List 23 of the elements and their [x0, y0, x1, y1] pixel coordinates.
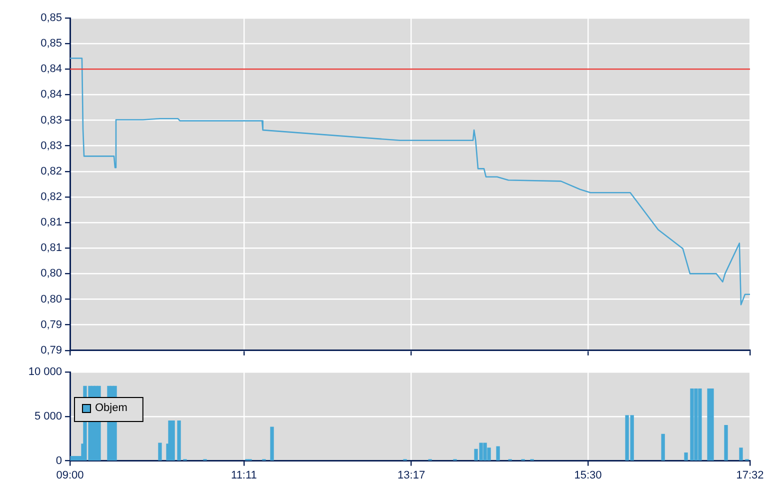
legend-label: Objem — [95, 402, 128, 414]
y-tick-label: 0,79 — [40, 344, 62, 356]
x-tick-label: 09:00 — [56, 469, 84, 482]
y-tick-label: 0,84 — [40, 63, 62, 76]
y-tick-label: 0,84 — [40, 88, 62, 101]
x-tick-label: 11:11 — [231, 469, 257, 482]
y-tick-label: 5 000 — [34, 410, 62, 422]
y-tick-label: 0,80 — [40, 293, 62, 306]
x-tick-label: 13:17 — [398, 469, 426, 482]
y-tick-label: 0,83 — [40, 114, 62, 126]
y-tick-label: 0,82 — [40, 191, 62, 204]
x-tick-label: 17:32 — [736, 469, 764, 482]
y-tick-label: 0,82 — [40, 165, 62, 178]
y-tick-label: 0,85 — [40, 38, 62, 50]
y-tick-label: 0 — [56, 454, 62, 467]
y-tick-label: 0,85 — [40, 12, 62, 24]
x-tick-label: 15:30 — [574, 469, 602, 482]
y-tick-label: 0,83 — [40, 140, 62, 152]
y-tick-label: 0,80 — [40, 268, 62, 280]
y-tick-label: 0,81 — [40, 216, 62, 229]
y-tick-label: 10 000 — [28, 366, 62, 378]
y-tick-label: 0,79 — [40, 318, 62, 331]
y-tick-label: 0,81 — [40, 242, 62, 254]
